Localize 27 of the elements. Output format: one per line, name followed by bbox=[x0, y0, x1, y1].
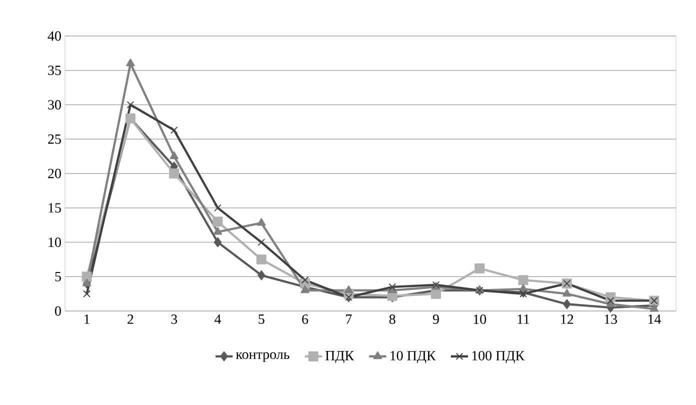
legend-label: 100 ПДК bbox=[472, 350, 525, 364]
x-tick-label: 12 bbox=[561, 314, 574, 324]
x-tick-label: 4 bbox=[214, 314, 222, 324]
x-tick-label: 14 bbox=[648, 314, 661, 324]
x-tick-label: 5 bbox=[258, 314, 264, 324]
x-tick-label: 1 bbox=[84, 314, 90, 324]
legend-label: контроль bbox=[236, 352, 290, 362]
y-tick-label: 5 bbox=[55, 272, 61, 282]
y-tick-label: 40 bbox=[48, 31, 61, 41]
x-tick-label: 11 bbox=[518, 314, 530, 324]
y-tick-label: 0 bbox=[55, 306, 61, 316]
x-tick-label: 8 bbox=[389, 314, 396, 324]
legend-label: 10 ПДК bbox=[390, 350, 436, 364]
x-tick-label: 3 bbox=[171, 314, 178, 324]
y-tick-label: 10 bbox=[48, 238, 61, 247]
y-tick-label: 15 bbox=[48, 203, 61, 213]
x-tick-label: 2 bbox=[128, 314, 134, 324]
x-tick-label: 13 bbox=[604, 314, 617, 324]
x-tick-label: 10 bbox=[474, 314, 486, 324]
y-tick-label: 35 bbox=[48, 66, 61, 76]
legend-label: ПДК bbox=[325, 351, 354, 364]
x-tick-label: 9 bbox=[432, 314, 439, 324]
y-tick-label: 30 bbox=[48, 100, 61, 110]
y-tick-label: 20 bbox=[48, 168, 61, 178]
x-tick-label: 7 bbox=[346, 314, 352, 324]
x-tick-label: 6 bbox=[302, 314, 308, 324]
y-tick-label: 25 bbox=[48, 134, 61, 144]
